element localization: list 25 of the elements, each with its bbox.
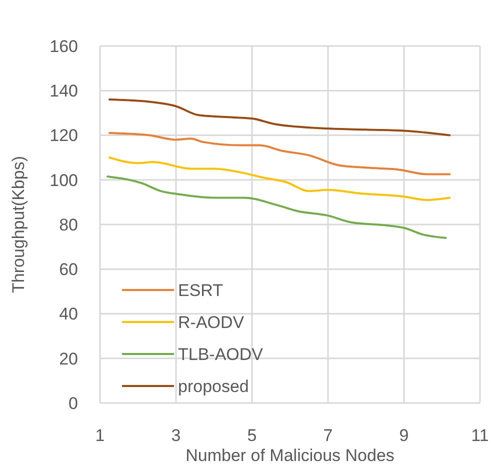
x-tick-label: 5 <box>247 426 257 445</box>
y-tick-label: 80 <box>59 215 78 234</box>
legend-label: ESRT <box>178 280 224 300</box>
line-series <box>106 176 447 239</box>
line-series <box>108 132 451 176</box>
x-tick-label: 11 <box>471 426 489 445</box>
y-tick-label: 140 <box>50 82 78 101</box>
legend-label: R-AODV <box>178 312 245 332</box>
y-tick-label: 160 <box>50 36 78 56</box>
line-series <box>108 98 451 136</box>
x-tick-label: 9 <box>399 426 409 445</box>
y-tick-label: 120 <box>50 126 78 146</box>
x-tick-label: 3 <box>171 426 181 445</box>
y-tick-label: 0 <box>68 394 78 413</box>
y-tick-label: 60 <box>59 260 78 280</box>
legend-label: TLB-AODV <box>178 344 264 364</box>
y-tick-label: 40 <box>59 304 78 324</box>
x-tick-label: 1 <box>95 426 105 445</box>
y-tick-label: 100 <box>50 170 78 190</box>
x-tick-label: 7 <box>323 426 333 445</box>
legend-label: proposed <box>178 376 249 396</box>
y-axis-title: Throughput(Kbps) <box>9 156 28 294</box>
y-tick-label: 20 <box>59 349 78 368</box>
line-series <box>108 156 451 201</box>
x-axis-title: Number of Malicious Nodes <box>186 446 394 465</box>
